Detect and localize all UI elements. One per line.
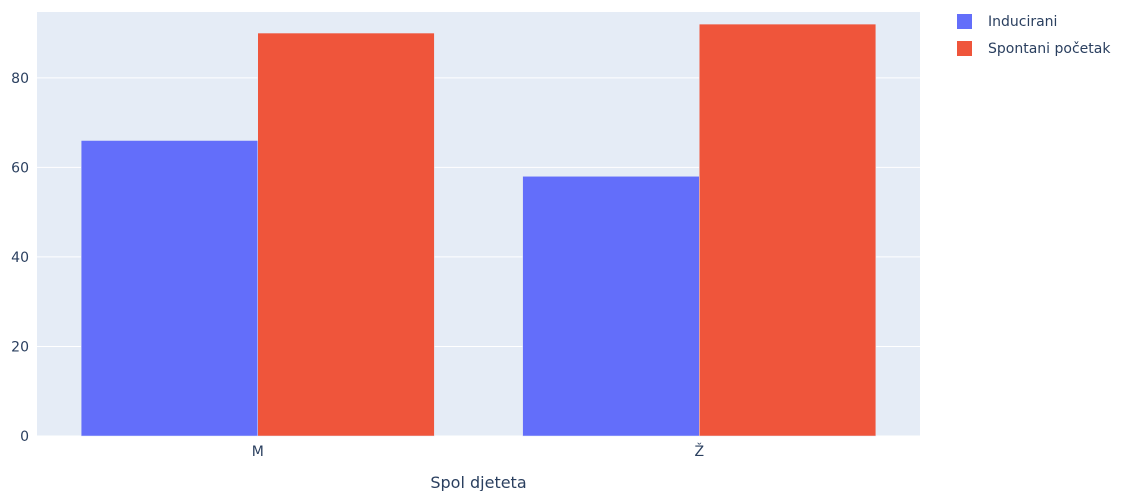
- y-tick-label: 40: [11, 250, 29, 266]
- legend-swatch: [957, 41, 972, 56]
- legend-item-1[interactable]: Spontani početak: [957, 41, 1111, 57]
- bar-inducirani-0[interactable]: [80, 140, 259, 437]
- x-tick-label: M: [252, 444, 264, 460]
- x-tick-label: Ž: [694, 442, 704, 460]
- x-axis-title: Spol djeteta: [430, 473, 526, 491]
- legend[interactable]: Inducirani Spontani početak: [957, 14, 1111, 57]
- y-tick-label: 20: [11, 339, 29, 355]
- bar-spontani-početak-1[interactable]: [699, 23, 877, 437]
- legend-label: Inducirani: [988, 14, 1057, 30]
- y-tick-label: 80: [11, 71, 29, 87]
- legend-item-0[interactable]: Inducirani: [957, 14, 1057, 30]
- bar-inducirani-1[interactable]: [522, 176, 700, 437]
- legend-swatch: [957, 14, 972, 29]
- bar-spontani-početak-0[interactable]: [257, 32, 435, 437]
- y-tick-label: 60: [11, 160, 29, 176]
- y-tick-label: 0: [20, 429, 29, 445]
- bars: [80, 23, 877, 437]
- legend-label: Spontani početak: [988, 41, 1111, 57]
- y-axis-ticks: 0 20 40 60 80: [11, 71, 29, 445]
